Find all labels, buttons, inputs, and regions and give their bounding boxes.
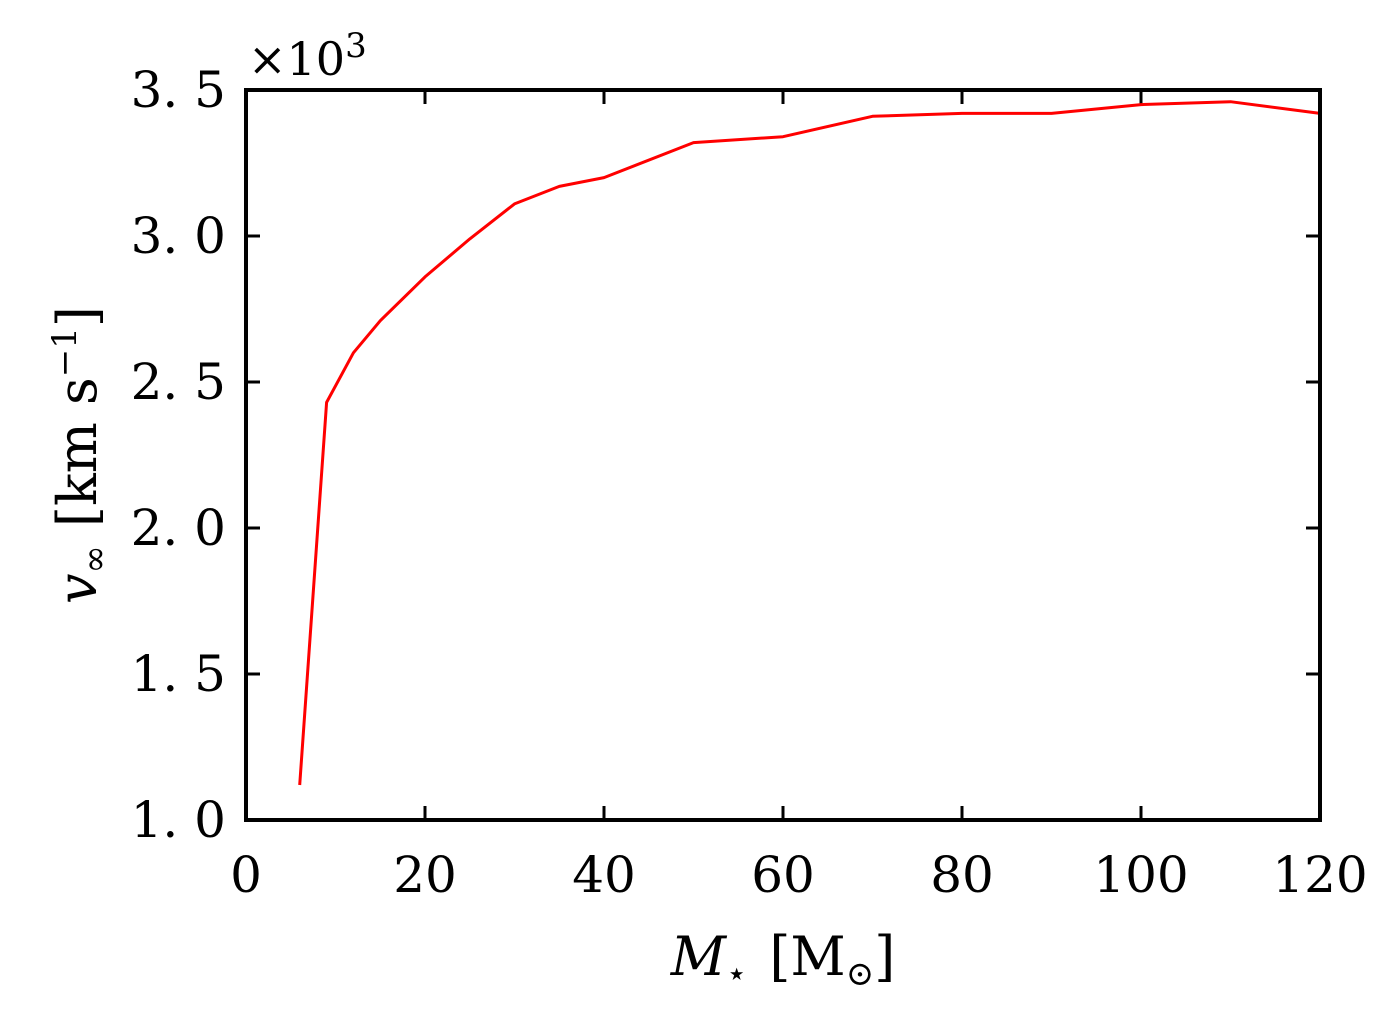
y-label-unit-sup: −1 <box>45 327 85 377</box>
y-label-subscript: ∞ <box>75 545 115 573</box>
x-tick-label: 120 <box>1272 846 1367 904</box>
y-multiplier-exponent: 3 <box>345 26 367 66</box>
y-tick-label: 3. 0 <box>131 207 226 265</box>
y-tick-label: 2. 5 <box>131 353 226 411</box>
x-tick-label: 80 <box>930 846 994 904</box>
y-label-symbol: v <box>46 573 109 604</box>
y-multiplier-prefix: ×10 <box>248 32 345 86</box>
y-tick-label: 1. 5 <box>131 645 226 703</box>
y-tick-label: 2. 0 <box>131 499 226 557</box>
x-label-subscript: ⋆ <box>726 954 747 994</box>
x-tick-label: 20 <box>393 846 457 904</box>
x-label-unit-open: [M <box>769 925 845 988</box>
y-tick-label: 3. 5 <box>131 61 226 119</box>
x-tick-label: 100 <box>1093 846 1188 904</box>
y-axis-ticks: 1. 0 1. 5 2. 0 2. 5 3. 0 3. 5 <box>131 61 1320 849</box>
y-tick-label: 1. 0 <box>131 791 226 849</box>
y-axis-multiplier: ×103 <box>248 26 367 86</box>
series-line <box>298 100 1321 786</box>
x-label-unit-sub: ⊙ <box>846 954 875 994</box>
y-label-unit-close: ] <box>46 306 109 327</box>
x-tick-label: 0 <box>230 846 262 904</box>
x-label-unit-close: ] <box>874 925 895 988</box>
series-layer <box>298 100 1321 786</box>
x-axis-ticks: 0 20 40 60 80 100 120 <box>230 90 1368 904</box>
x-tick-label: 40 <box>572 846 636 904</box>
x-tick-label: 60 <box>751 846 815 904</box>
x-axis-label: M⋆ [M⊙] <box>670 925 896 994</box>
plot-frame <box>244 88 1322 822</box>
y-axis-label: v∞ [km s−1] <box>45 306 115 604</box>
y-label-unit-open: [km s <box>46 377 109 527</box>
x-label-symbol: M <box>670 925 728 988</box>
